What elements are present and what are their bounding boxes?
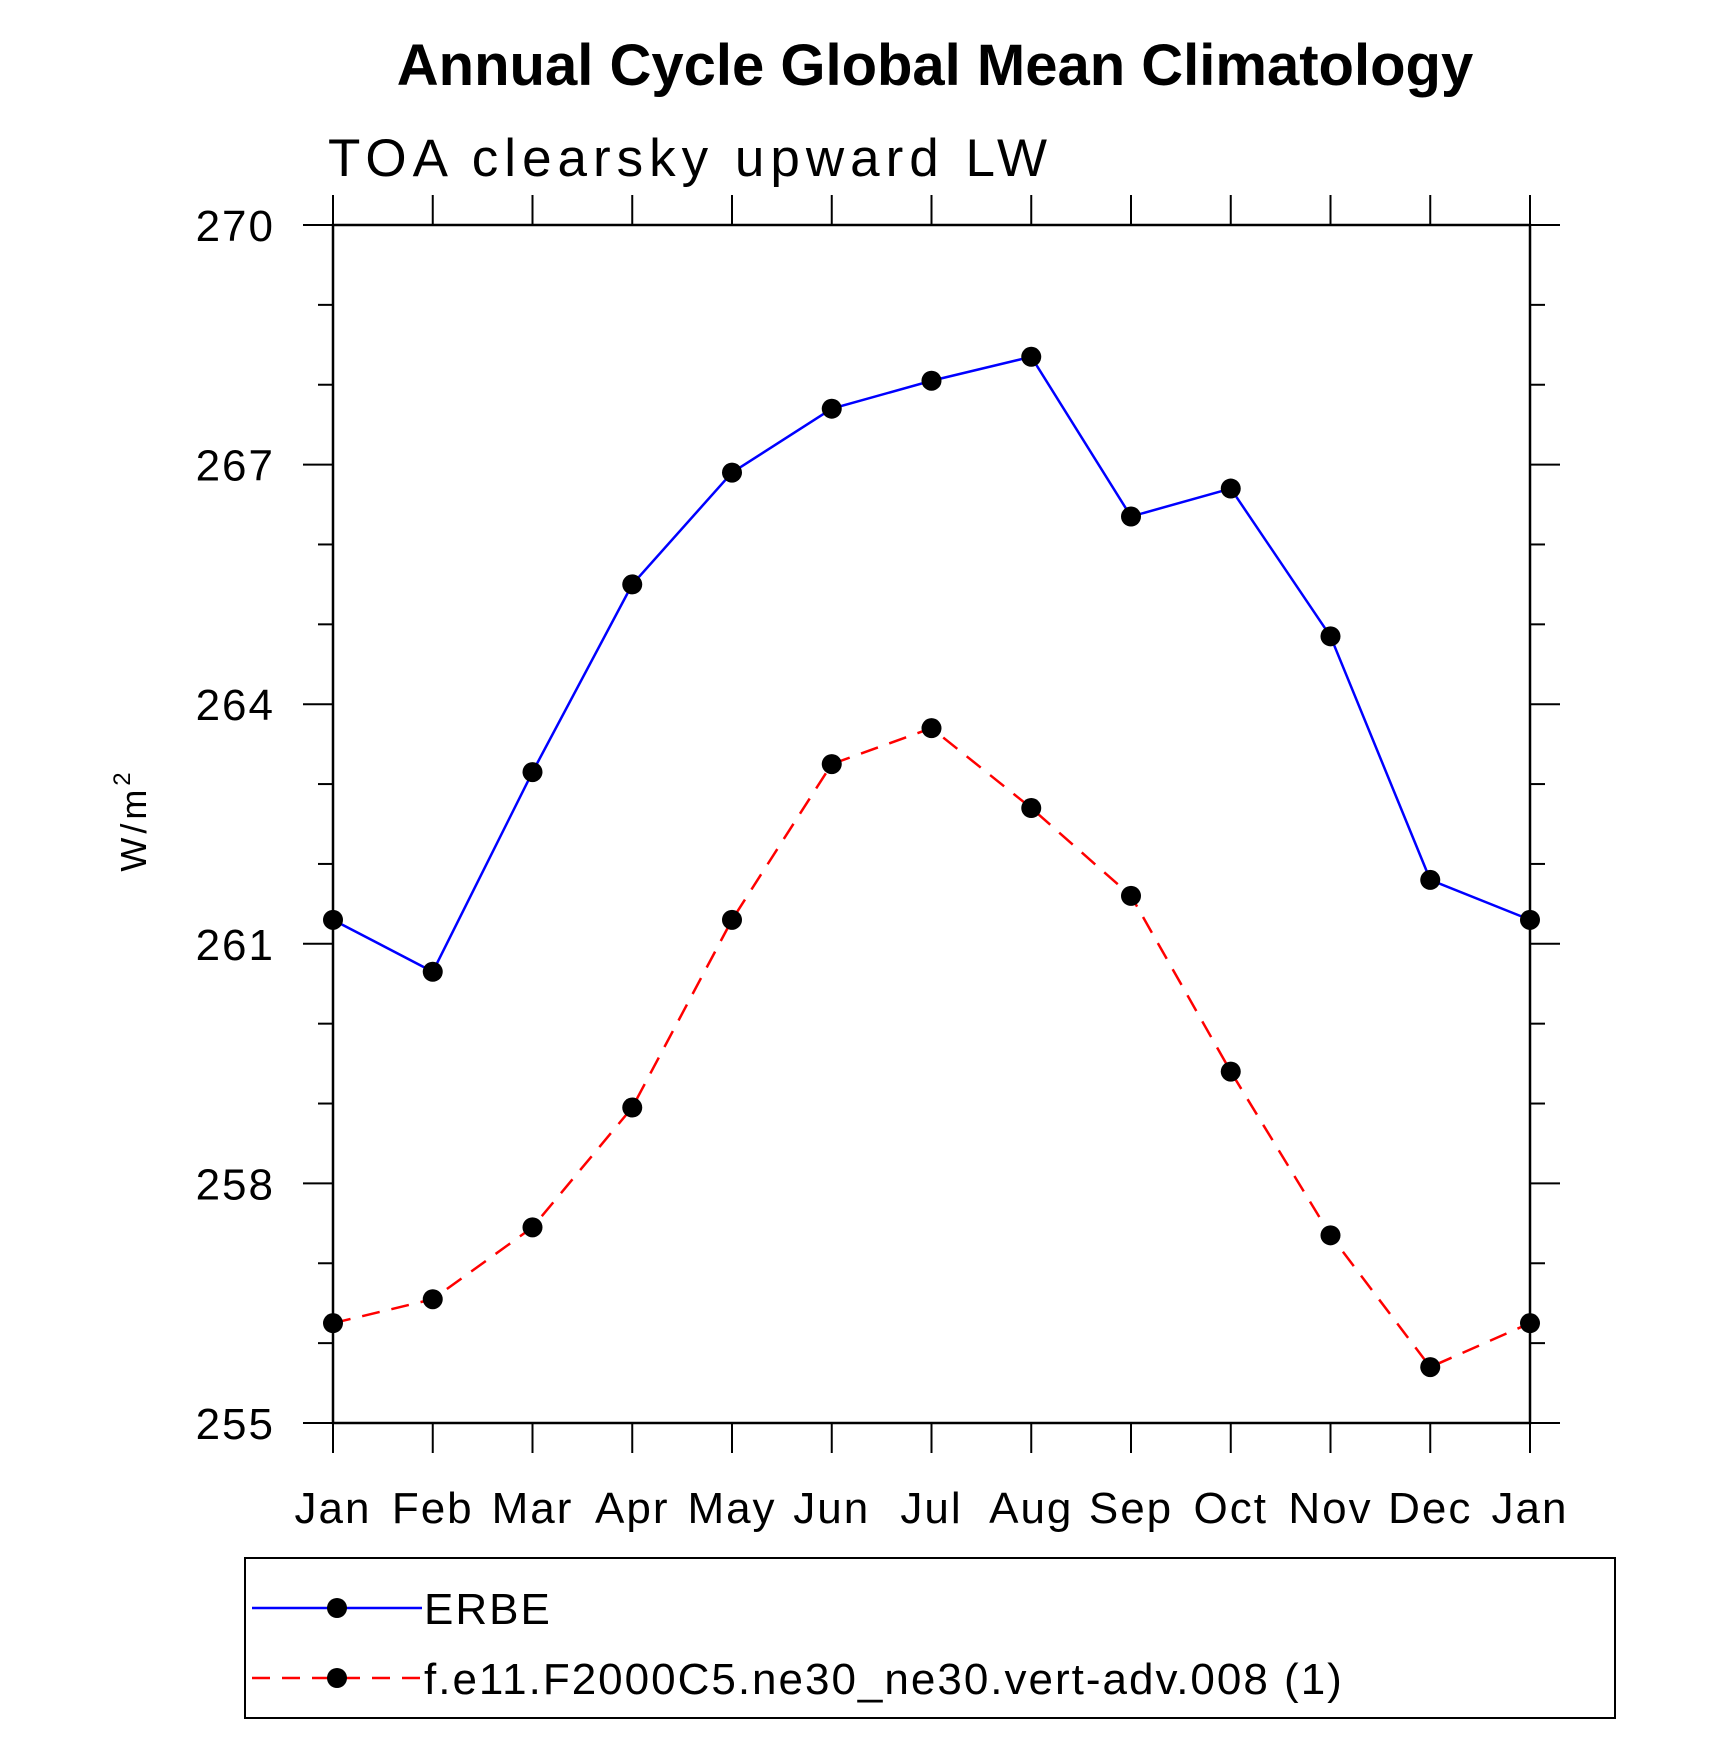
series-2-point xyxy=(622,1097,643,1118)
series-1-point xyxy=(722,462,742,483)
series-2-point xyxy=(821,754,842,775)
series-1-point xyxy=(1420,869,1441,890)
x-tick-label: Jul xyxy=(900,1484,962,1533)
legend-label-2: f.e11.F2000C5.ne30_ne30.vert-adv.008 (1) xyxy=(424,1655,1344,1704)
series-1-point xyxy=(522,762,543,783)
y-axis-title: W/m2 xyxy=(109,768,154,871)
y-tick-label: 267 xyxy=(196,442,275,491)
x-tick-label: Feb xyxy=(392,1484,474,1533)
series-1-point xyxy=(821,398,842,419)
y-tick-label: 255 xyxy=(196,1400,275,1449)
series-line-1 xyxy=(332,355,1531,974)
series-2-point xyxy=(323,1313,343,1334)
x-tick-label: Mar xyxy=(492,1484,574,1533)
axes: 255 258 261 264 267 270 Jan Feb Mar Apr May Jun Jul A… xyxy=(196,195,1569,1533)
plot-frame xyxy=(331,223,1532,1425)
chart-subtitle: TOA clearsky upward LW xyxy=(328,129,1053,188)
series-1-point xyxy=(921,370,942,391)
x-tick-label: Apr xyxy=(595,1484,669,1533)
legend-label-1: ERBE xyxy=(424,1585,552,1634)
svg-text:W/m2: W/m2 xyxy=(109,768,154,871)
series-1-point xyxy=(323,909,343,930)
series-1-point xyxy=(1320,626,1341,647)
series-2-point xyxy=(1420,1357,1441,1378)
series-2-point xyxy=(1121,885,1141,906)
series-line-2 xyxy=(332,726,1531,1369)
x-tick-label: Oct xyxy=(1194,1484,1268,1533)
chart-title: Annual Cycle Global Mean Climatology xyxy=(397,33,1473,98)
x-tick-label: Jan xyxy=(295,1484,372,1533)
legend-marker-2 xyxy=(327,1668,347,1688)
series-1-point xyxy=(422,961,443,982)
series-2-point xyxy=(722,909,742,930)
series-2-point xyxy=(921,718,942,739)
series-2-point xyxy=(1021,798,1042,819)
series-2-point xyxy=(1220,1061,1241,1082)
series-2-point xyxy=(522,1217,543,1238)
series-2-point xyxy=(1320,1225,1341,1246)
y-axis-title-text: W/m xyxy=(113,786,154,872)
x-tick-label: May xyxy=(687,1484,776,1533)
legend-marker-1 xyxy=(327,1598,347,1618)
legend-box xyxy=(244,1557,1616,1719)
x-tick-label: Aug xyxy=(989,1484,1073,1533)
series-2-point xyxy=(422,1289,443,1310)
series-2-point xyxy=(1520,1313,1540,1334)
series-1-point xyxy=(1021,346,1042,367)
series-1-point xyxy=(1520,909,1540,930)
series-1-point xyxy=(1220,478,1241,499)
x-tick-label: Dec xyxy=(1388,1484,1472,1533)
y-axis-title-superscript: 2 xyxy=(109,768,136,785)
series-1-point xyxy=(1121,506,1141,527)
x-tick-label: Sep xyxy=(1089,1484,1173,1533)
y-tick-label: 264 xyxy=(196,681,275,730)
x-tick-label: Jan xyxy=(1492,1484,1569,1533)
x-tick-label: Nov xyxy=(1288,1484,1372,1533)
y-tick-label: 270 xyxy=(196,202,275,251)
series-1-point xyxy=(622,574,643,595)
series-layer xyxy=(323,346,1540,1378)
y-tick-label: 261 xyxy=(196,921,275,970)
y-tick-label: 258 xyxy=(196,1160,275,1209)
x-tick-label: Jun xyxy=(793,1484,870,1533)
legend: ERBE f.e11.F2000C5.ne30_ne30.vert-adv.008… xyxy=(244,1557,1616,1719)
